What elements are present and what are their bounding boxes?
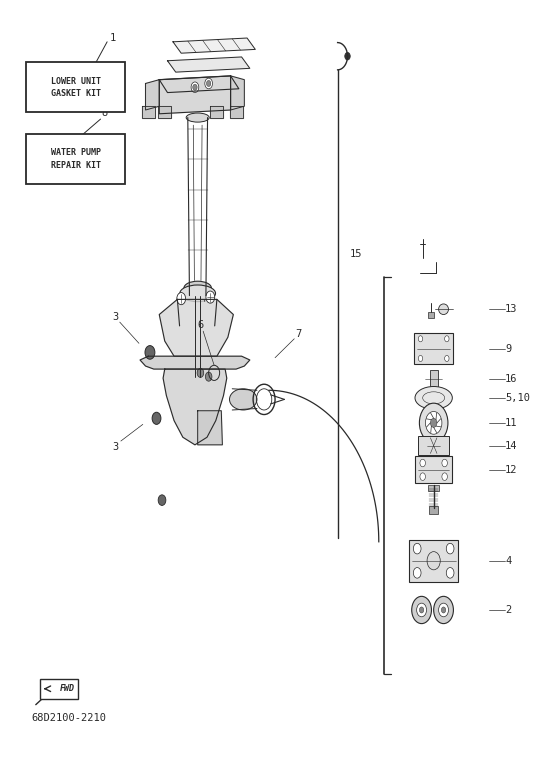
- Circle shape: [431, 418, 437, 427]
- Circle shape: [445, 335, 449, 342]
- Text: WATER PUMP
REPAIR KIT: WATER PUMP REPAIR KIT: [50, 148, 101, 170]
- Ellipse shape: [415, 386, 452, 409]
- Circle shape: [205, 78, 212, 89]
- Ellipse shape: [186, 113, 209, 122]
- Circle shape: [445, 356, 449, 362]
- Text: 16: 16: [505, 374, 517, 384]
- Circle shape: [191, 82, 199, 93]
- Text: 68D2100-2210: 68D2100-2210: [31, 713, 106, 724]
- Bar: [428, 312, 433, 318]
- Circle shape: [412, 596, 431, 624]
- Text: 13: 13: [505, 305, 517, 315]
- Bar: [418, 436, 449, 455]
- Polygon shape: [158, 106, 171, 117]
- Circle shape: [438, 603, 449, 617]
- Text: 8: 8: [102, 108, 108, 118]
- Polygon shape: [231, 76, 244, 110]
- Text: 6: 6: [198, 320, 204, 330]
- Text: 3: 3: [112, 312, 119, 322]
- Polygon shape: [159, 299, 234, 356]
- Circle shape: [441, 607, 446, 613]
- Bar: [430, 506, 438, 514]
- FancyBboxPatch shape: [26, 63, 125, 112]
- Polygon shape: [211, 106, 223, 117]
- Polygon shape: [159, 76, 231, 114]
- Circle shape: [177, 292, 185, 305]
- Polygon shape: [167, 57, 250, 72]
- Bar: [409, 540, 458, 581]
- Polygon shape: [163, 369, 227, 444]
- Text: 2: 2: [505, 605, 511, 615]
- Circle shape: [206, 372, 212, 381]
- Text: 5,10: 5,10: [505, 393, 530, 403]
- Text: 1: 1: [110, 33, 116, 43]
- Text: LOWER UNIT
GASKET KIT: LOWER UNIT GASKET KIT: [50, 77, 101, 98]
- Circle shape: [345, 53, 350, 60]
- Circle shape: [418, 335, 423, 342]
- Polygon shape: [173, 38, 255, 53]
- Circle shape: [207, 80, 211, 87]
- Ellipse shape: [230, 389, 257, 410]
- Text: 15: 15: [350, 249, 362, 259]
- Polygon shape: [146, 80, 159, 110]
- Bar: [415, 456, 452, 483]
- Circle shape: [420, 459, 426, 467]
- Circle shape: [158, 495, 166, 506]
- Text: 7: 7: [295, 329, 301, 339]
- Circle shape: [413, 567, 421, 578]
- Circle shape: [442, 459, 447, 467]
- Circle shape: [420, 473, 426, 481]
- Bar: [430, 369, 437, 388]
- Bar: [428, 485, 439, 491]
- FancyBboxPatch shape: [26, 135, 125, 184]
- Text: 9: 9: [505, 344, 511, 353]
- Circle shape: [419, 607, 424, 613]
- FancyBboxPatch shape: [40, 679, 78, 699]
- Circle shape: [419, 404, 448, 443]
- Text: 12: 12: [505, 465, 517, 475]
- Polygon shape: [140, 356, 250, 369]
- Polygon shape: [159, 76, 239, 93]
- Polygon shape: [230, 106, 242, 117]
- Circle shape: [446, 543, 454, 554]
- Circle shape: [145, 346, 155, 359]
- Text: 14: 14: [505, 441, 517, 451]
- Circle shape: [418, 356, 423, 362]
- Circle shape: [446, 567, 454, 578]
- Circle shape: [152, 412, 161, 424]
- Ellipse shape: [438, 304, 449, 315]
- Text: 4: 4: [505, 556, 511, 566]
- Circle shape: [426, 411, 442, 434]
- Circle shape: [413, 543, 421, 554]
- Circle shape: [427, 552, 440, 570]
- Text: FWD: FWD: [60, 684, 75, 693]
- Polygon shape: [198, 410, 222, 444]
- Polygon shape: [142, 106, 155, 117]
- Circle shape: [197, 368, 204, 377]
- Circle shape: [206, 291, 214, 303]
- Ellipse shape: [180, 285, 216, 301]
- Ellipse shape: [184, 281, 211, 295]
- Circle shape: [442, 473, 447, 481]
- Text: 3: 3: [112, 442, 119, 452]
- Bar: [414, 333, 454, 364]
- Circle shape: [433, 596, 454, 624]
- Circle shape: [193, 84, 197, 90]
- Circle shape: [417, 603, 427, 617]
- Text: 11: 11: [505, 418, 517, 428]
